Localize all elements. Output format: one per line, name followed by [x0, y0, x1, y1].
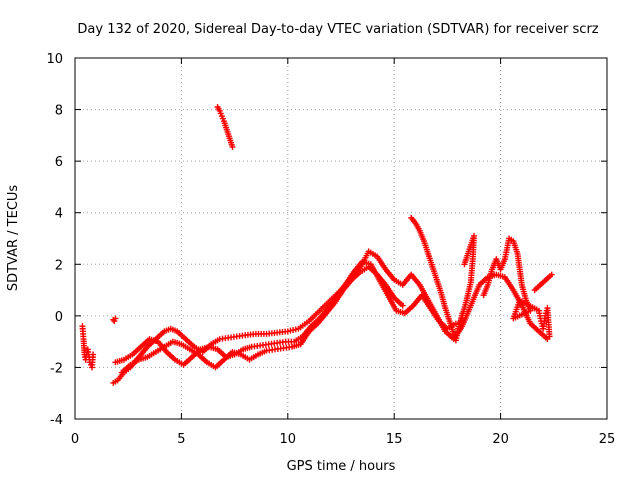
x-axis-label: GPS time / hours — [287, 459, 396, 474]
y-tick-label: 8 — [55, 104, 63, 119]
data-point — [459, 310, 466, 317]
y-axis-label: SDTVAR / TECUs — [6, 185, 21, 292]
data-marks — [79, 103, 555, 386]
data-point — [461, 261, 468, 268]
y-tick-label: 2 — [55, 258, 63, 273]
data-point — [546, 333, 553, 340]
x-tick-label: 25 — [599, 432, 616, 447]
axis-ticks: 0 5 10 15 20 25 -4 -2 0 2 4 6 8 10 — [46, 52, 615, 447]
x-tick-label: 0 — [71, 432, 79, 447]
chart-title: Day 132 of 2020, Sidereal Day-to-day VTE… — [77, 22, 598, 37]
x-tick-label: 15 — [386, 432, 403, 447]
plot-frame — [74, 57, 608, 420]
data-point — [229, 143, 236, 150]
x-tick-label: 10 — [280, 432, 297, 447]
y-tick-label: -4 — [50, 413, 63, 428]
data-point — [399, 302, 406, 309]
data-point — [112, 315, 119, 322]
data-point — [531, 287, 538, 294]
y-tick-label: 6 — [55, 155, 63, 170]
y-tick-label: 10 — [46, 52, 63, 67]
x-tick-label: 20 — [492, 432, 509, 447]
series-segment-20h — [457, 235, 555, 340]
y-tick-label: 4 — [55, 207, 63, 222]
x-tick-label: 5 — [177, 432, 185, 447]
series-track-A — [79, 248, 551, 386]
series-track-B — [112, 258, 459, 368]
series-segment-16h — [408, 214, 477, 344]
series-track-C — [118, 263, 406, 376]
series-segment-7h — [214, 103, 236, 150]
data-point — [90, 351, 97, 358]
y-tick-label: -2 — [50, 361, 63, 376]
y-tick-label: 0 — [55, 310, 63, 325]
grid — [75, 58, 607, 419]
